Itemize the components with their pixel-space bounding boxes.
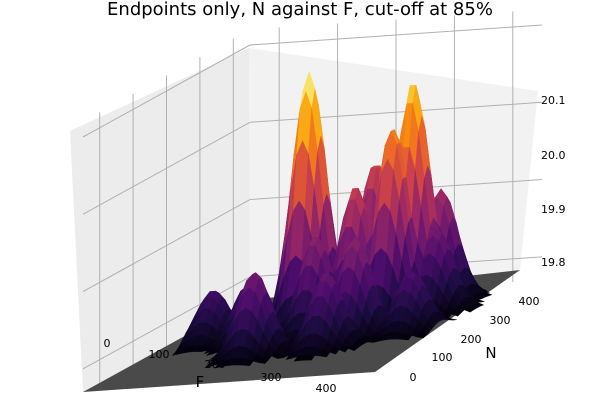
- surface-facet: [347, 344, 358, 351]
- left-pane-gridline: [82, 121, 251, 215]
- y-axis-label: N: [485, 344, 496, 362]
- surface-facet: [329, 345, 340, 355]
- surface-facet: [338, 344, 349, 353]
- z-tick-label: 19.8: [541, 256, 566, 269]
- surface-facet: [320, 349, 331, 358]
- z-tick-label: 20.1: [541, 94, 566, 107]
- surface-facet: [451, 309, 462, 317]
- y-tick-label: 300: [490, 314, 511, 327]
- surface-facet: [417, 332, 428, 339]
- z-tick-label: 19.9: [541, 203, 566, 216]
- surface-facet: [464, 306, 474, 313]
- left-pane-gridline: [82, 276, 251, 370]
- surface-facet: [258, 357, 269, 364]
- x-tick-label: 100: [149, 348, 170, 361]
- left-pane-gridline: [82, 44, 251, 138]
- x-tick-label: 200: [205, 358, 226, 371]
- x-tick-label: 400: [316, 382, 337, 395]
- surface-facet: [402, 333, 413, 341]
- x-tick-label: 300: [261, 371, 282, 384]
- x-axis-label: F: [196, 373, 205, 391]
- x-tick-label: 0: [104, 337, 111, 350]
- surface-facet: [305, 354, 316, 361]
- y-tick-label: 200: [461, 333, 482, 346]
- left-pane-gridline: [82, 199, 251, 292]
- tick-labels: 0 100 200 300 400 0 100 200 300 400 19.8…: [104, 94, 566, 395]
- chart-title: Endpoints only, N against F, cut-off at …: [107, 0, 493, 20]
- surface-plot: [171, 70, 493, 369]
- back-pane-gridline: [249, 24, 543, 46]
- surface-facet: [243, 359, 254, 367]
- y-tick-label: 400: [519, 295, 540, 308]
- z-tick-label: 20.0: [541, 149, 566, 162]
- y-tick-label: 0: [410, 371, 417, 384]
- y-tick-label: 100: [432, 351, 453, 364]
